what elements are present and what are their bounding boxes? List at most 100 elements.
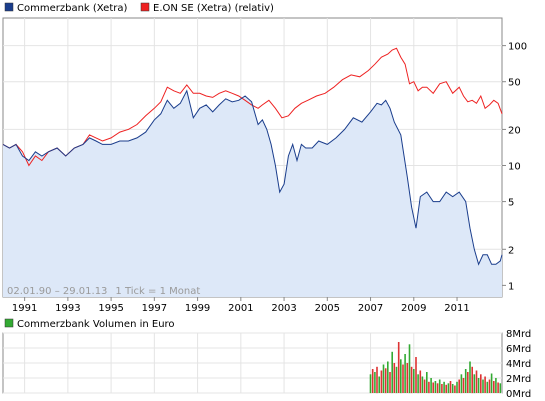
volume-bar — [456, 381, 458, 394]
price-y-tick-label: 50 — [508, 78, 521, 89]
volume-bar — [477, 378, 480, 393]
price-y-tick-label: 100 — [508, 42, 527, 53]
price-x-tick-label: 1995 — [98, 303, 123, 314]
volume-bar — [376, 366, 378, 394]
volume-bar — [374, 372, 376, 393]
volume-bar — [471, 366, 473, 394]
commerzbank-line — [2, 89, 503, 266]
volume-bar — [423, 379, 426, 393]
volume-bar — [464, 369, 467, 393]
volume-bar — [406, 363, 409, 393]
price-x-tick-label: 1991 — [12, 303, 37, 314]
volume-bar — [460, 374, 463, 394]
price-x-tick-label: 1993 — [55, 303, 80, 314]
volume-bar — [391, 351, 393, 394]
volume-panel: 8Mrd 6Mrd 4Mrd 2Mrd 0Mrd — [2, 329, 531, 400]
volume-bar — [458, 379, 460, 393]
volume-y-tick-label: 8Mrd — [506, 329, 531, 340]
volume-bar — [484, 376, 486, 393]
volume-bar — [454, 385, 456, 393]
volume-bar — [443, 381, 445, 394]
volume-bar — [499, 383, 502, 394]
volume-y-tick-label: 0Mrd — [506, 389, 531, 400]
price-x-tick-label: 1997 — [142, 303, 167, 314]
volume-bar — [395, 366, 398, 394]
volume-bar — [384, 368, 387, 394]
volume-bar — [393, 363, 396, 393]
legend-swatch-volume — [4, 318, 14, 328]
volume-bar — [419, 370, 422, 393]
price-x-tick-label: 1999 — [185, 303, 210, 314]
volume-bar — [497, 382, 499, 393]
volume-bar — [413, 369, 415, 393]
price-y-ticks: 100 50 20 10 5 2 1 — [502, 42, 527, 292]
legend-label-volume: Commerzbank Volumen in Euro — [17, 319, 175, 330]
commerzbank-area-fill — [3, 90, 502, 297]
volume-bar — [434, 381, 437, 393]
legend-label-commerzbank: Commerzbank (Xetra) — [17, 3, 127, 14]
volume-bar — [475, 370, 478, 393]
legend-label-eon: E.ON SE (Xetra) (relativ) — [153, 3, 274, 14]
volume-bar — [369, 374, 372, 394]
volume-bar — [467, 372, 469, 393]
volume-bar — [451, 384, 454, 393]
price-x-tick-label: 2001 — [228, 303, 253, 314]
volume-bar — [462, 378, 465, 393]
price-x-ticks: 1991 1993 1995 1997 1999 2001 2003 2005 2007 2009… — [12, 297, 470, 314]
volume-bar — [387, 361, 389, 393]
volume-bar — [469, 361, 471, 393]
volume-bar — [436, 383, 439, 394]
volume-bar — [397, 342, 400, 393]
price-x-tick-label: 2005 — [315, 303, 340, 314]
volume-bar — [495, 378, 497, 393]
price-x-tick-label: 2011 — [444, 303, 469, 314]
legend-swatch-eon — [140, 2, 150, 12]
volume-bar — [415, 357, 417, 393]
date-range-label: 02.01.90 – 29.01.13 1 Tick = 1 Monat — [7, 286, 200, 297]
price-legend: Commerzbank (Xetra) E.ON SE (Xetra) (rel… — [4, 2, 274, 14]
volume-bar — [441, 384, 443, 393]
volume-bar — [382, 364, 385, 393]
volume-bar — [410, 366, 413, 394]
legend-swatch-commerzbank — [4, 2, 14, 12]
date-range: 02.01.90 – 29.01.13 — [7, 286, 107, 297]
price-x-tick-label: 2007 — [358, 303, 383, 314]
eon-line — [2, 47, 503, 167]
price-panel: 02.01.90 – 29.01.13 1 Tick = 1 Monat 100 5… — [2, 17, 527, 314]
volume-y-tick-label: 6Mrd — [506, 344, 531, 355]
price-y-tick-label: 2 — [508, 245, 514, 256]
volume-bar — [445, 384, 447, 394]
volume-bar — [400, 359, 402, 394]
volume-y-tick-label: 2Mrd — [506, 374, 531, 385]
volume-bar — [408, 344, 411, 394]
volume-bar — [380, 370, 383, 393]
volume-bar — [447, 383, 450, 394]
price-y-tick-label: 20 — [508, 125, 521, 136]
volume-bar — [449, 381, 452, 393]
volume-bar — [480, 374, 482, 394]
volume-bar — [421, 376, 424, 393]
volume-bar — [438, 379, 441, 393]
volume-bar — [488, 379, 491, 393]
volume-bar — [473, 374, 476, 394]
volume-bar — [430, 378, 432, 393]
price-y-tick-label: 1 — [508, 281, 514, 292]
volume-bar — [389, 372, 391, 393]
volume-bar — [482, 379, 484, 393]
price-x-tick-label: 2009 — [401, 303, 426, 314]
volume-bar — [493, 381, 495, 393]
price-x-tick-label: 2003 — [271, 303, 296, 314]
volume-legend: Commerzbank Volumen in Euro — [4, 318, 175, 330]
volume-y-tick-label: 4Mrd — [506, 359, 531, 370]
volume-bar — [432, 382, 434, 393]
volume-bar — [402, 364, 404, 393]
price-y-tick-label: 5 — [508, 198, 514, 209]
price-y-tick-label: 10 — [508, 162, 521, 173]
volume-bar — [417, 374, 419, 394]
volume-y-ticks: 8Mrd 6Mrd 4Mrd 2Mrd 0Mrd — [506, 329, 531, 400]
volume-bar — [490, 373, 493, 393]
volume-bar — [428, 381, 430, 394]
volume-bar — [378, 376, 380, 393]
volume-bar — [486, 381, 489, 394]
